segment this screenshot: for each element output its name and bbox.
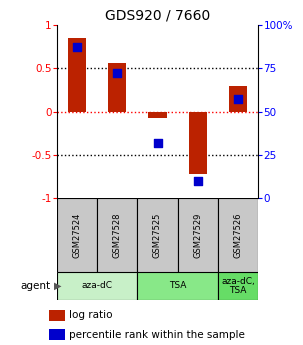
Text: ▶: ▶ [54, 281, 62, 291]
Text: percentile rank within the sample: percentile rank within the sample [69, 329, 245, 339]
Text: GSM27525: GSM27525 [153, 212, 162, 258]
Bar [137, 272, 218, 300]
Bar [178, 198, 218, 272]
Bar [57, 272, 137, 300]
Point [75, 45, 79, 50]
Point [155, 140, 160, 145]
Title: GDS920 / 7660: GDS920 / 7660 [105, 8, 210, 22]
Bar [218, 198, 258, 272]
Bar [57, 198, 97, 272]
Bar [49, 310, 65, 321]
Text: TSA: TSA [169, 282, 186, 290]
Bar [68, 38, 86, 111]
Text: GSM27529: GSM27529 [193, 212, 202, 258]
Bar [218, 272, 258, 300]
Bar [137, 198, 178, 272]
Text: GSM27524: GSM27524 [73, 212, 82, 258]
Text: log ratio: log ratio [69, 310, 113, 321]
Bar [97, 198, 137, 272]
Bar [189, 111, 207, 174]
Point [115, 71, 120, 76]
Text: aza-dC: aza-dC [82, 282, 113, 290]
Bar [229, 86, 247, 111]
Text: agent: agent [21, 281, 51, 291]
Point [195, 178, 200, 184]
Text: GSM27528: GSM27528 [113, 212, 122, 258]
Bar [148, 111, 167, 118]
Bar [49, 329, 65, 340]
Text: GSM27526: GSM27526 [233, 212, 242, 258]
Point [235, 97, 240, 102]
Bar [108, 63, 126, 111]
Text: aza-dC,
TSA: aza-dC, TSA [221, 277, 255, 295]
